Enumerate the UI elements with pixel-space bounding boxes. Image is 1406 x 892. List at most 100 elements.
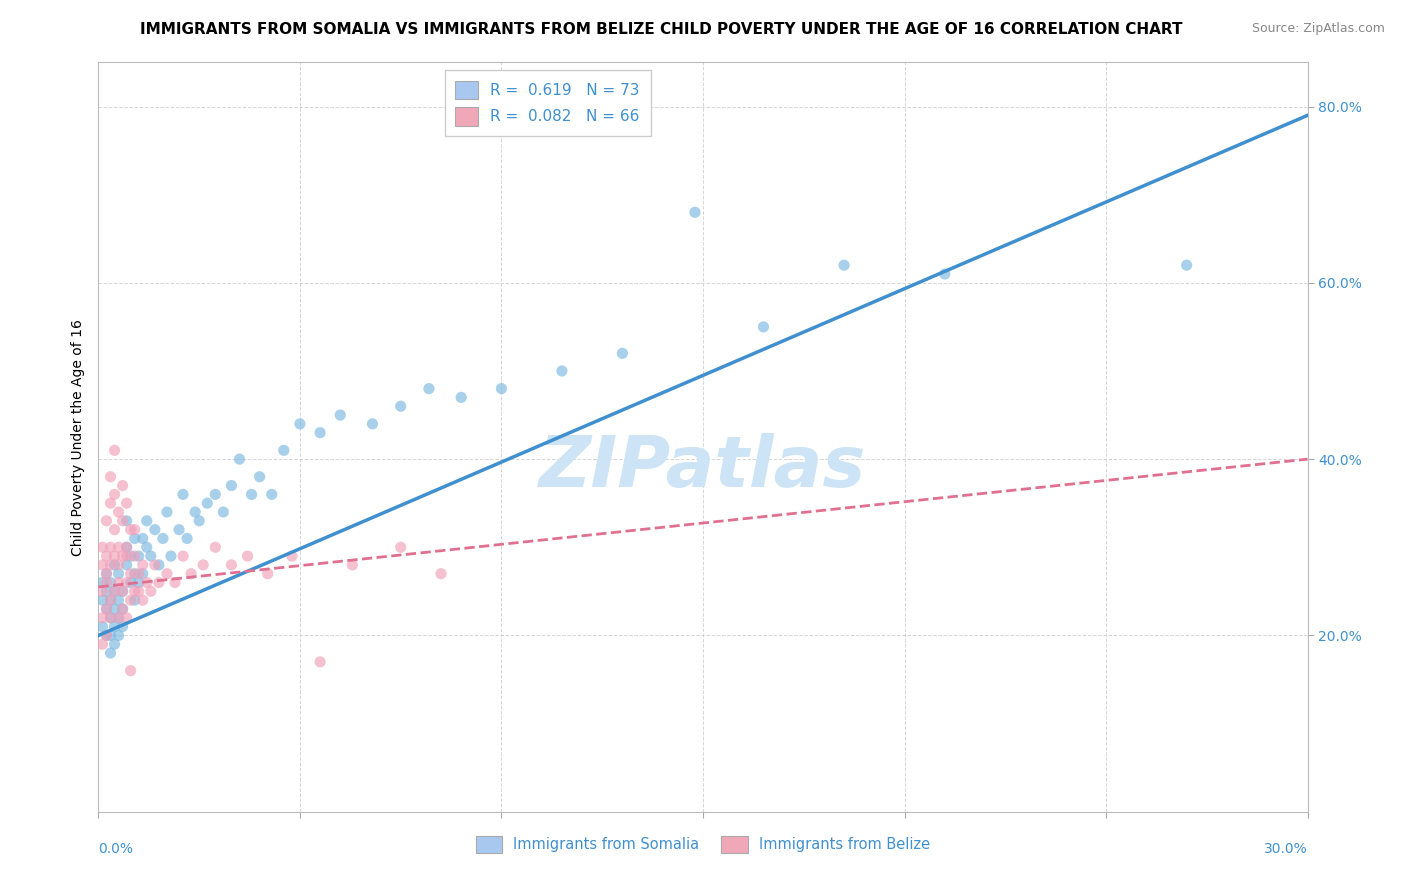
Point <box>120 664 142 678</box>
Point <box>100 611 122 625</box>
Point <box>152 532 174 546</box>
Point <box>103 619 125 633</box>
Point <box>107 566 129 581</box>
Text: Source: ZipAtlas.com: Source: ZipAtlas.com <box>1251 22 1385 36</box>
Point <box>491 382 513 396</box>
Point <box>188 514 211 528</box>
Point <box>107 611 129 625</box>
Point <box>111 619 134 633</box>
Point <box>683 205 706 219</box>
Point <box>115 514 138 528</box>
Point <box>167 523 190 537</box>
Point <box>103 487 125 501</box>
Text: IMMIGRANTS FROM SOMALIA VS IMMIGRANTS FROM BELIZE CHILD POVERTY UNDER THE AGE OF: IMMIGRANTS FROM SOMALIA VS IMMIGRANTS FR… <box>139 22 1182 37</box>
Text: 30.0%: 30.0% <box>1264 842 1308 856</box>
Point <box>120 566 142 581</box>
Point <box>124 532 146 546</box>
Point <box>612 346 634 360</box>
Point <box>135 541 157 555</box>
Point <box>96 575 118 590</box>
Point <box>111 549 134 563</box>
Point <box>212 505 235 519</box>
Point <box>96 628 118 642</box>
Point <box>107 558 129 572</box>
Point <box>100 575 122 590</box>
Point <box>1175 258 1198 272</box>
Point <box>934 267 956 281</box>
Point <box>96 584 118 599</box>
Point <box>260 487 283 501</box>
Point <box>111 602 134 616</box>
Point <box>111 478 134 492</box>
Point <box>124 566 146 581</box>
Point <box>389 399 412 413</box>
Point <box>103 558 125 572</box>
Point <box>107 575 129 590</box>
Point <box>132 593 155 607</box>
Point <box>172 549 194 563</box>
Point <box>120 523 142 537</box>
Y-axis label: Child Poverty Under the Age of 16: Child Poverty Under the Age of 16 <box>70 318 84 556</box>
Point <box>249 469 271 483</box>
Point <box>103 584 125 599</box>
Point <box>96 566 118 581</box>
Point <box>148 558 170 572</box>
Point <box>273 443 295 458</box>
Point <box>115 549 138 563</box>
Point <box>120 593 142 607</box>
Legend: Immigrants from Somalia, Immigrants from Belize: Immigrants from Somalia, Immigrants from… <box>468 829 938 861</box>
Point <box>103 443 125 458</box>
Point <box>96 628 118 642</box>
Point <box>204 541 226 555</box>
Point <box>240 487 263 501</box>
Point <box>128 549 150 563</box>
Point <box>115 541 138 555</box>
Point <box>100 593 122 607</box>
Point <box>389 541 412 555</box>
Point <box>221 558 243 572</box>
Point <box>288 417 311 431</box>
Point <box>103 523 125 537</box>
Point <box>100 646 122 660</box>
Point <box>91 593 114 607</box>
Point <box>96 602 118 616</box>
Point <box>430 566 453 581</box>
Point <box>107 593 129 607</box>
Point <box>236 549 259 563</box>
Point <box>156 505 179 519</box>
Point <box>184 505 207 519</box>
Point <box>228 452 250 467</box>
Point <box>172 487 194 501</box>
Point <box>204 487 226 501</box>
Point <box>111 602 134 616</box>
Point <box>107 628 129 642</box>
Text: 0.0%: 0.0% <box>98 842 134 856</box>
Point <box>124 549 146 563</box>
Point <box>752 319 775 334</box>
Point <box>128 584 150 599</box>
Point <box>551 364 574 378</box>
Point <box>221 478 243 492</box>
Point <box>100 469 122 483</box>
Point <box>107 505 129 519</box>
Point <box>176 532 198 546</box>
Point <box>120 575 142 590</box>
Point <box>111 514 134 528</box>
Text: ZIPatlas: ZIPatlas <box>540 433 866 501</box>
Point <box>103 602 125 616</box>
Point <box>91 541 114 555</box>
Point <box>115 575 138 590</box>
Point <box>450 391 472 405</box>
Point <box>107 541 129 555</box>
Point <box>139 584 162 599</box>
Point <box>148 575 170 590</box>
Point <box>96 549 118 563</box>
Point <box>96 602 118 616</box>
Point <box>111 584 134 599</box>
Point <box>115 558 138 572</box>
Point <box>91 619 114 633</box>
Point <box>329 408 352 422</box>
Point <box>120 549 142 563</box>
Point <box>96 566 118 581</box>
Point <box>96 514 118 528</box>
